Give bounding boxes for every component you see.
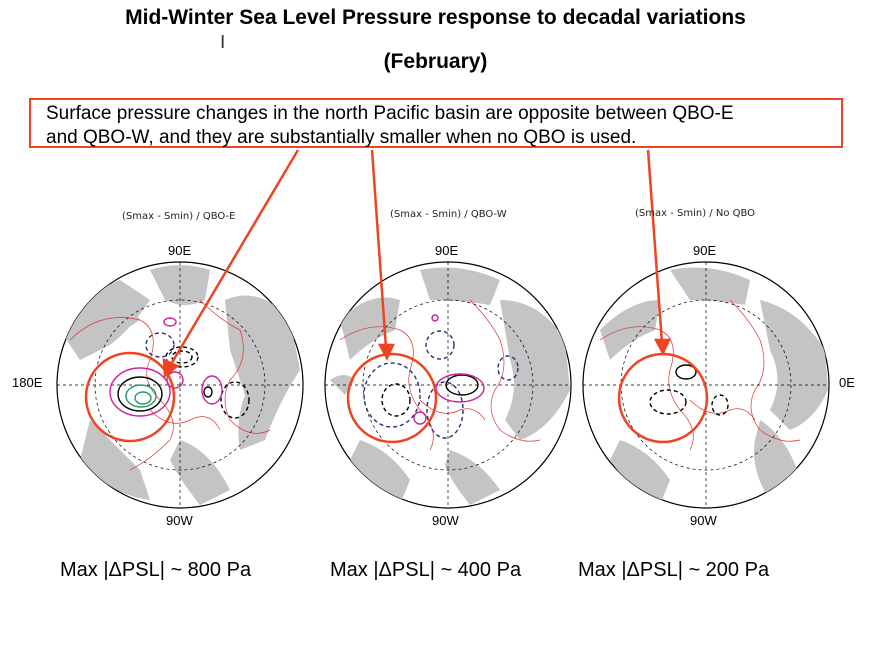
panel-title-no-qbo: (Smax - Smin) / No QBO bbox=[635, 208, 756, 219]
arrow-3 bbox=[646, 149, 664, 344]
panel-title-qbo-e: (Smax - Smin) / QBO-E bbox=[122, 211, 236, 222]
pressure-contours bbox=[109, 317, 250, 419]
arrow-2 bbox=[370, 149, 388, 349]
polar-map-qbo-w bbox=[324, 261, 572, 509]
panel3-right-label: 0E bbox=[839, 375, 855, 390]
panel3-top-label: 90E bbox=[693, 243, 717, 258]
callout-arrows bbox=[162, 149, 671, 379]
land-masses bbox=[330, 267, 570, 505]
coastlines bbox=[599, 299, 801, 451]
arrow-1 bbox=[168, 149, 300, 367]
slide-title-line2: (February) bbox=[383, 50, 488, 73]
callout-text-line2: and QBO-W, and they are substantially sm… bbox=[46, 127, 637, 148]
pressure-contours bbox=[649, 364, 729, 416]
polar-map-qbo-e bbox=[56, 261, 304, 509]
panel2-top-label: 90E bbox=[435, 243, 459, 258]
land-masses bbox=[60, 265, 300, 505]
slide-title-line1: Mid-Winter Sea Level Pressure response t… bbox=[125, 6, 746, 29]
panel-title-qbo-w: (Smax - Smin) / QBO-W bbox=[390, 209, 507, 220]
polar-map-no-qbo bbox=[582, 261, 830, 509]
panel1-left-label: 180E bbox=[12, 375, 43, 390]
callout-text-line1: Surface pressure changes in the north Pa… bbox=[46, 103, 734, 124]
text-cursor-icon: I bbox=[220, 32, 226, 53]
caption-qbo-e: Max |ΔPSL| ~ 800 Pa bbox=[60, 559, 252, 581]
callout-box: Surface pressure changes in the north Pa… bbox=[29, 98, 843, 148]
caption-no-qbo: Max |ΔPSL| ~ 200 Pa bbox=[578, 559, 770, 581]
panel1-top-label: 90E bbox=[168, 243, 192, 258]
panel1-bottom-label: 90W bbox=[166, 513, 193, 528]
pressure-contours bbox=[363, 314, 519, 439]
panel3-bottom-label: 90W bbox=[690, 513, 717, 528]
caption-qbo-w: Max |ΔPSL| ~ 400 Pa bbox=[330, 559, 522, 581]
highlight-circle-1 bbox=[84, 351, 176, 443]
highlight-circle-2 bbox=[346, 352, 438, 444]
panel2-bottom-label: 90W bbox=[432, 513, 459, 528]
